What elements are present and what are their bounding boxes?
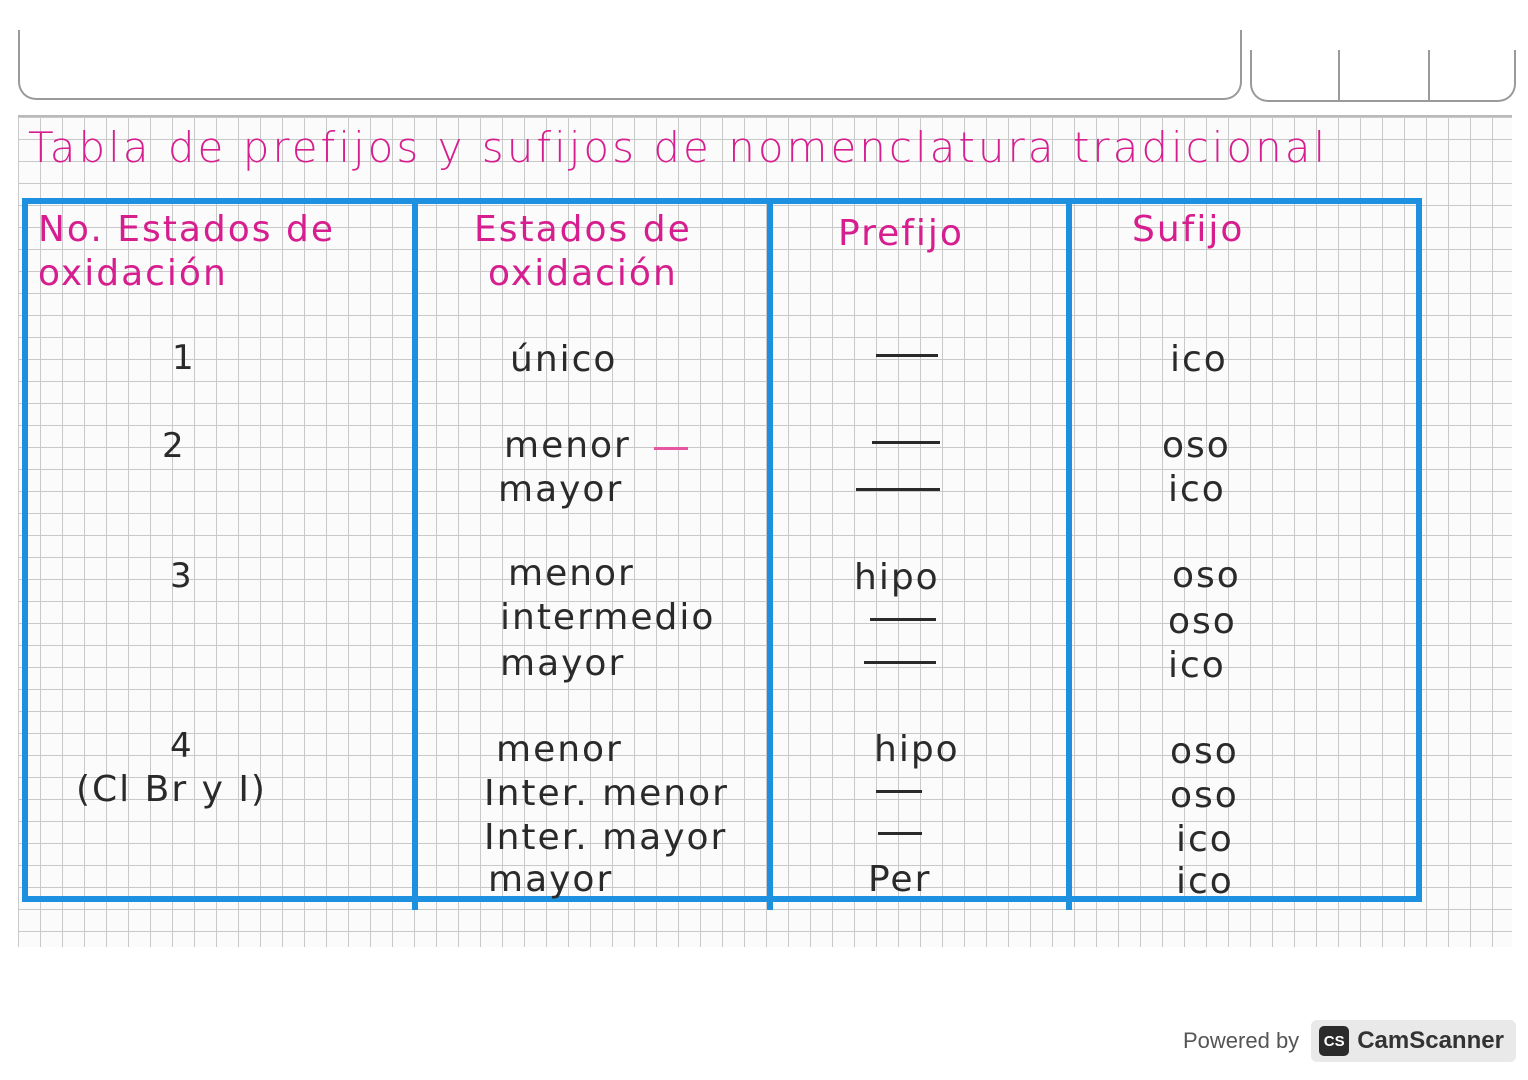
header-num-states-line1: No. Estados de — [38, 209, 335, 250]
row1-state-1: único — [510, 339, 618, 380]
header-states-line1: Estados de — [474, 209, 692, 250]
row2-prefix-dash-2 — [856, 488, 940, 491]
header-num-states: No. Estados de oxidación — [38, 208, 335, 296]
row4-state-4: mayor — [488, 859, 614, 900]
row1-num: 1 — [172, 338, 196, 378]
table-divider-3 — [1066, 198, 1072, 910]
row3-state-2: intermedio — [500, 597, 716, 638]
row3-suffix-3: ico — [1168, 645, 1226, 686]
row2-num: 2 — [162, 426, 186, 466]
row2-suffix-2: ico — [1168, 469, 1226, 510]
row4-prefix-1: hipo — [874, 729, 960, 770]
camscanner-watermark: Powered by CS CamScanner — [1183, 1016, 1516, 1066]
row2-pink-mark — [654, 447, 688, 450]
row2-state-2: mayor — [498, 469, 624, 510]
header-prefix: Prefijo — [838, 213, 964, 254]
row2-suffix-1: oso — [1162, 425, 1231, 466]
notebook-page-edge — [18, 30, 1242, 100]
row3-prefix-dash-3 — [864, 661, 936, 664]
row3-state-1: menor — [508, 553, 635, 594]
header-num-states-line2: oxidación — [38, 253, 228, 294]
row4-suffix-3: ico — [1176, 819, 1234, 860]
header-suffix: Sufijo — [1132, 209, 1245, 250]
row4-suffix-1: oso — [1170, 731, 1239, 772]
row1-prefix-dash — [876, 354, 938, 357]
row2-state-1: menor — [504, 425, 631, 466]
row4-state-1: menor — [496, 729, 623, 770]
row4-note: (Cl Br y I) — [76, 769, 267, 810]
row4-suffix-2: oso — [1170, 775, 1239, 816]
camscanner-logo-box: CS CamScanner — [1311, 1020, 1516, 1062]
powered-by-label: Powered by — [1183, 1028, 1300, 1053]
table-divider-2 — [767, 198, 773, 910]
row3-suffix-2: oso — [1168, 601, 1237, 642]
row3-prefix-1: hipo — [854, 557, 940, 598]
page-title: Tabla de prefijos y sufijos de nomenclat… — [28, 123, 1329, 172]
notebook-page-edge-right — [1250, 50, 1516, 102]
row4-num: 4 — [170, 726, 194, 766]
table-divider-1 — [412, 198, 418, 910]
row3-num: 3 — [170, 556, 194, 596]
camscanner-logo-icon: CS — [1319, 1026, 1350, 1056]
grid-paper — [18, 115, 1512, 947]
row4-state-3: Inter. mayor — [484, 817, 728, 858]
row1-suffix-1: ico — [1170, 339, 1228, 380]
row4-suffix-4: ico — [1176, 861, 1234, 902]
row4-prefix-dash-2 — [876, 790, 922, 793]
row4-prefix-dash-3 — [878, 832, 922, 835]
row4-state-2: Inter. menor — [484, 773, 729, 814]
row3-prefix-dash-2 — [870, 618, 936, 621]
row4-prefix-4: Per — [868, 859, 932, 900]
camscanner-brand: CamScanner — [1357, 1027, 1504, 1054]
header-states-line2: oxidación — [488, 253, 678, 294]
header-states: Estados de oxidación — [474, 208, 692, 296]
table-frame — [22, 198, 1422, 902]
row2-prefix-dash-1 — [872, 441, 940, 444]
row3-suffix-1: oso — [1172, 555, 1241, 596]
row3-state-3: mayor — [500, 643, 626, 684]
